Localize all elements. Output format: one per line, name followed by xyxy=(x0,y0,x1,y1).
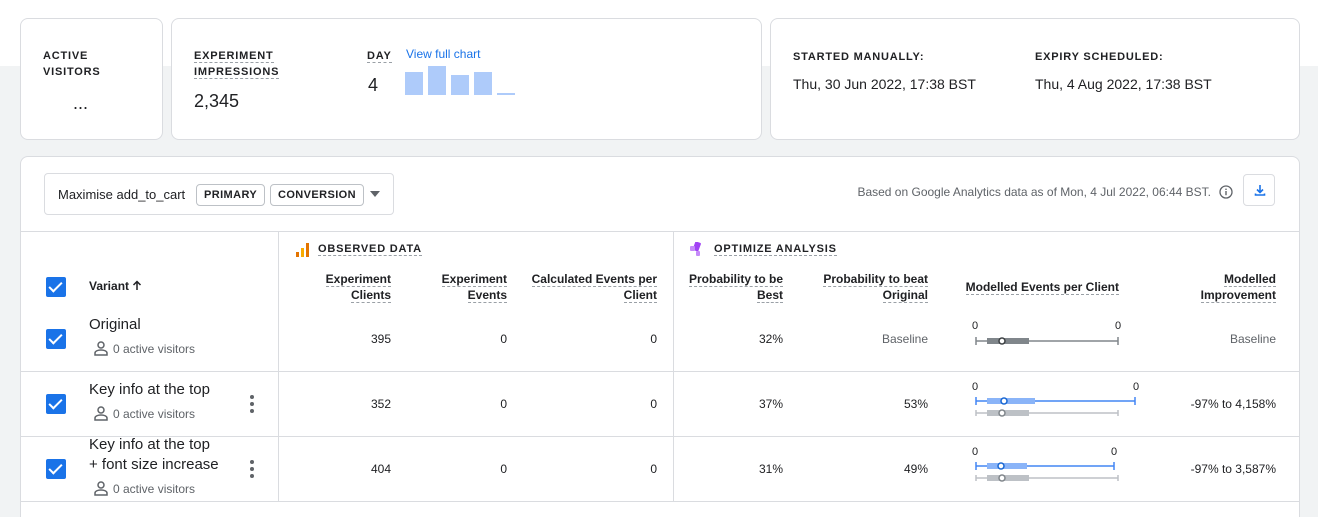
header-experiment-clients[interactable]: Experiment Clients xyxy=(325,272,391,303)
active-visitors-value: ... xyxy=(73,93,89,113)
range-axis-left: 0 xyxy=(972,320,979,332)
range-axis-left: 0 xyxy=(972,446,979,458)
row-checkbox-key-info[interactable] xyxy=(46,394,66,414)
sparkline-bar xyxy=(405,72,423,95)
header-modelled-epc[interactable]: Modelled Events per Client xyxy=(965,280,1119,295)
active-visitors-card: ACTIVE VISITORS ... xyxy=(20,18,163,140)
download-icon xyxy=(1254,185,1266,196)
range-plot-key-info xyxy=(975,397,1136,417)
cell-prob-best: 31% xyxy=(758,462,783,476)
day-label: DAY xyxy=(367,50,392,63)
range-plot-original xyxy=(975,337,1119,345)
cell-prob-best: 37% xyxy=(758,397,783,411)
variant-name-key-info: Key info at the top xyxy=(89,381,210,398)
cell-calculated: 0 xyxy=(650,462,657,476)
sparkline-bar xyxy=(474,72,492,95)
cell-calculated: 0 xyxy=(650,397,657,411)
cell-prob-beat: Baseline xyxy=(881,332,928,346)
data-source-note: Based on Google Analytics data as of Mon… xyxy=(857,185,1211,199)
objective-name: Maximise add_to_cart xyxy=(58,187,186,202)
range-plot-key-info-font xyxy=(975,462,1119,482)
row-divider-1 xyxy=(21,371,1299,372)
sparkline-bar xyxy=(497,93,515,95)
col-divider-variant xyxy=(278,231,279,501)
optimize-analysis-label: OPTIMIZE ANALYSIS xyxy=(714,243,837,256)
header-modelled-improvement[interactable]: Modelled Improvement xyxy=(1200,272,1276,303)
sort-arrow-up-icon xyxy=(133,280,142,290)
range-axis-right: 0 xyxy=(1111,446,1118,458)
impressions-card: EXPERIMENT IMPRESSIONS 2,345 DAY 4 View … xyxy=(171,18,762,140)
cell-improvement: -97% to 4,158% xyxy=(1190,397,1276,411)
primary-chip: PRIMARY xyxy=(196,184,266,206)
person-icon xyxy=(94,341,108,356)
active-visitors-count: 0 active visitors xyxy=(113,482,196,496)
header-probability-best[interactable]: Probability to be Best xyxy=(688,272,783,303)
cell-prob-best: 32% xyxy=(758,332,783,346)
active-visitors-count: 0 active visitors xyxy=(113,342,196,356)
expiry-label: EXPIRY SCHEDULED: xyxy=(1035,51,1164,63)
view-full-chart-link[interactable]: View full chart xyxy=(406,47,481,61)
cell-events: 0 xyxy=(500,462,507,476)
select-all-checkbox[interactable] xyxy=(46,277,66,297)
cell-improvement: -97% to 3,587% xyxy=(1190,462,1276,476)
cell-prob-beat: 49% xyxy=(903,462,928,476)
range-axis-right: 0 xyxy=(1133,381,1140,393)
range-axis-right: 0 xyxy=(1115,320,1122,332)
row-checkbox-original[interactable] xyxy=(46,329,66,349)
objective-selector[interactable]: Maximise add_to_cart PRIMARY CONVERSION xyxy=(44,173,394,215)
variant-sort-header[interactable]: Variant xyxy=(89,279,142,293)
cell-prob-beat: 53% xyxy=(903,397,928,411)
dropdown-arrow-icon xyxy=(370,191,380,197)
analytics-icon xyxy=(296,243,309,257)
person-icon xyxy=(94,406,108,421)
person-icon xyxy=(94,481,108,496)
row-divider-2 xyxy=(21,436,1299,437)
active-visitors-count: 0 active visitors xyxy=(113,407,196,421)
cell-clients: 395 xyxy=(370,332,391,346)
sparkline-bar xyxy=(428,66,446,95)
row-divider-3 xyxy=(21,501,1299,502)
optimize-icon xyxy=(690,242,701,256)
info-icon[interactable] xyxy=(1219,185,1233,199)
conversion-chip: CONVERSION xyxy=(270,184,364,206)
row-checkbox-key-info-font[interactable] xyxy=(46,459,66,479)
impressions-sparkline xyxy=(405,65,517,95)
col-divider-observed xyxy=(673,231,674,501)
more-options-icon[interactable] xyxy=(250,460,254,478)
variant-name-key-info-font: Key info at the top + font size increase xyxy=(89,436,219,473)
header-experiment-events[interactable]: Experiment Events xyxy=(441,272,507,303)
day-value: 4 xyxy=(368,75,379,95)
dates-card: STARTED MANUALLY: Thu, 30 Jun 2022, 17:3… xyxy=(770,18,1300,140)
cell-events: 0 xyxy=(500,332,507,346)
cell-clients: 352 xyxy=(370,397,391,411)
results-card: Maximise add_to_cart PRIMARY CONVERSION … xyxy=(20,156,1300,517)
cell-calculated: 0 xyxy=(650,332,657,346)
header-calculated-events[interactable]: Calculated Events per Client xyxy=(531,272,657,303)
observed-data-label: OBSERVED DATA xyxy=(318,243,422,256)
cell-clients: 404 xyxy=(370,462,391,476)
header-probability-beat[interactable]: Probability to beat Original xyxy=(823,272,928,303)
variant-name-original: Original xyxy=(89,316,141,333)
more-options-icon[interactable] xyxy=(250,395,254,413)
table-top-line xyxy=(21,231,1299,232)
impressions-value: 2,345 xyxy=(194,91,240,111)
started-value: Thu, 30 Jun 2022, 17:38 BST xyxy=(793,76,976,92)
range-axis-left: 0 xyxy=(972,381,979,393)
download-button[interactable] xyxy=(1243,174,1275,206)
active-visitors-label: ACTIVE VISITORS xyxy=(43,50,101,78)
started-label: STARTED MANUALLY: xyxy=(793,51,925,63)
impressions-label: EXPERIMENT IMPRESSIONS xyxy=(194,50,280,79)
cell-improvement: Baseline xyxy=(1229,332,1276,346)
cell-events: 0 xyxy=(500,397,507,411)
expiry-value: Thu, 4 Aug 2022, 17:38 BST xyxy=(1035,76,1212,92)
sparkline-bar xyxy=(451,75,469,95)
